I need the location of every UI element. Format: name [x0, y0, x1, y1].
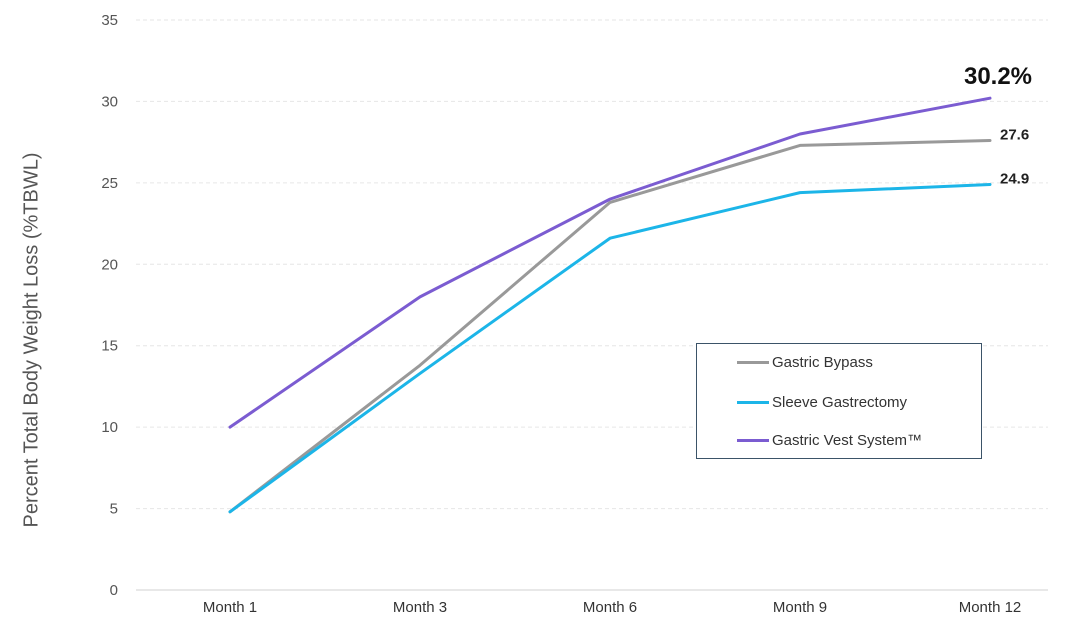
- legend-item-sleeve-gastrectomy: Sleeve Gastrectomy: [737, 392, 907, 412]
- x-axis-ticks: Month 1 Month 3 Month 6 Month 9 Month 12: [203, 599, 1021, 616]
- legend-label-sleeve-gastrectomy: Sleeve Gastrectomy: [772, 393, 908, 411]
- legend-label-gastric-bypass: Gastric Bypass: [772, 353, 873, 371]
- data-label: 27.6: [1000, 127, 1029, 144]
- x-tick-label: Month 9: [773, 599, 827, 616]
- legend-swatch-gastric-vest-system: [737, 438, 769, 442]
- data-label: 30.2%: [964, 63, 1032, 90]
- x-tick-label: Month 6: [583, 599, 637, 616]
- y-tick-label: 25: [101, 175, 118, 192]
- legend-swatch-gastric-bypass: [737, 360, 769, 364]
- legend-label-gastric-vest-system: Gastric Vest System™: [772, 431, 923, 449]
- y-tick-label: 15: [101, 338, 118, 355]
- y-tick-label: 0: [110, 582, 118, 599]
- y-axis-ticks: 0 5 10 15 20 25 30 35: [101, 12, 118, 599]
- series-line-sleeve-gastrectomy: [228, 182, 992, 514]
- series-lines: [228, 96, 992, 514]
- data-label: 24.9: [1000, 170, 1029, 187]
- data-annotations: 30.2% 27.6 24.9: [964, 63, 1032, 187]
- series-line-gastric-vest-system: [228, 96, 992, 429]
- legend: Gastric Bypass Sleeve Gastrectomy Gastri…: [696, 343, 982, 459]
- legend-item-gastric-bypass: Gastric Bypass: [737, 352, 873, 372]
- legend-swatch-sleeve-gastrectomy: [737, 400, 769, 404]
- y-tick-label: 5: [110, 501, 118, 518]
- y-axis-label: Percent Total Body Weight Loss (%TBWL): [20, 152, 43, 528]
- y-tick-label: 10: [101, 419, 118, 436]
- y-tick-label: 35: [101, 12, 118, 29]
- x-tick-label: Month 12: [959, 599, 1022, 616]
- x-tick-label: Month 1: [203, 599, 257, 616]
- gridlines: [136, 19, 1048, 591]
- y-tick-label: 20: [101, 256, 118, 273]
- legend-item-gastric-vest-system: Gastric Vest System™: [737, 430, 922, 450]
- series-line-gastric-bypass: [228, 139, 992, 514]
- y-tick-label: 30: [101, 93, 118, 110]
- x-tick-label: Month 3: [393, 599, 447, 616]
